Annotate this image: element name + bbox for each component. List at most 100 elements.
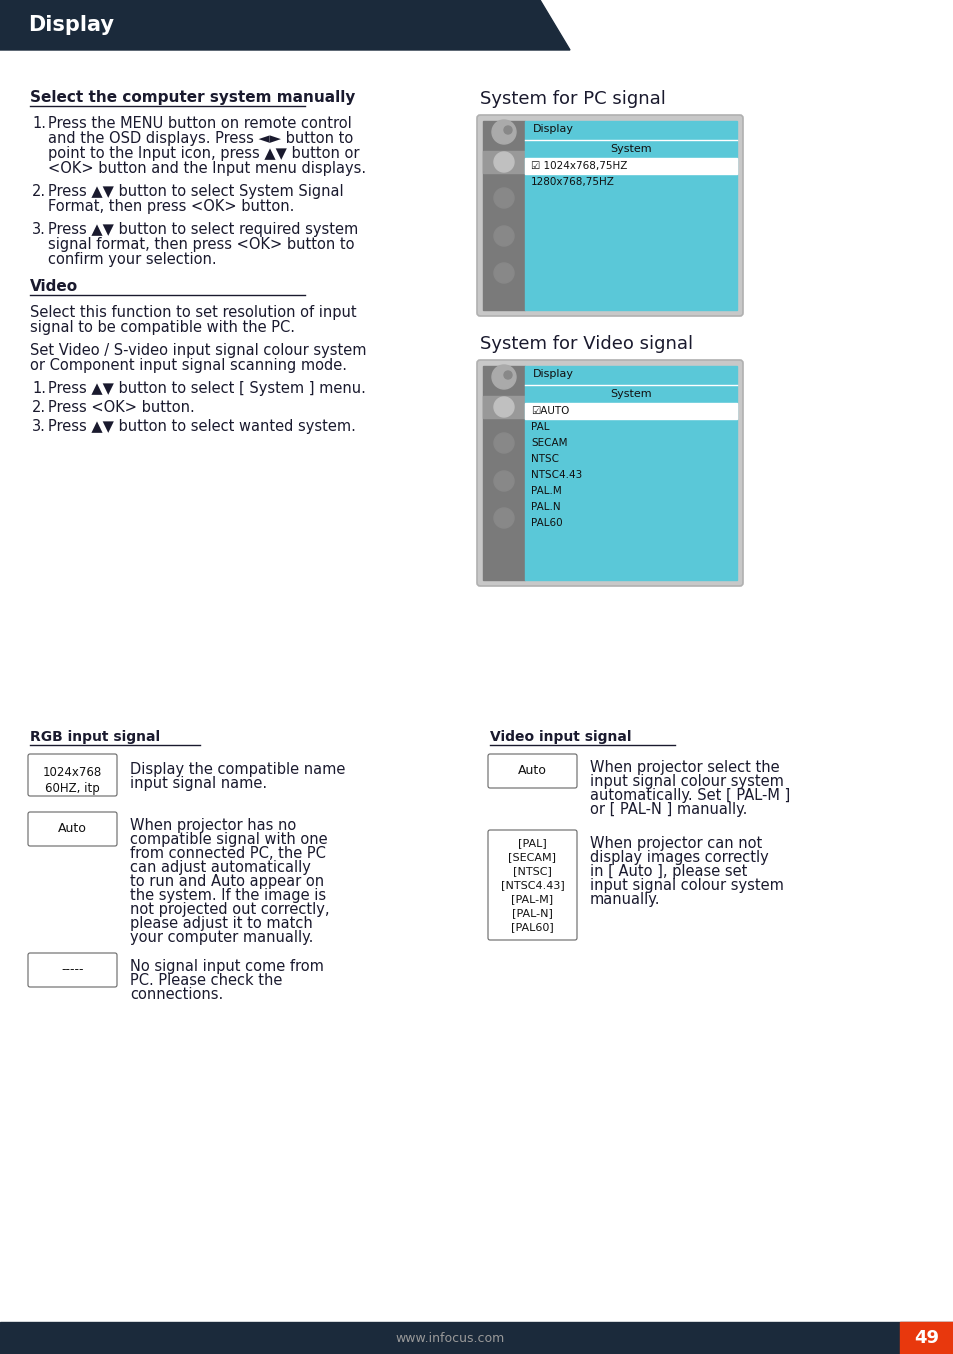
Text: 1.: 1. — [32, 380, 46, 395]
Bar — [524, 403, 737, 418]
Text: <OK> button and the Input menu displays.: <OK> button and the Input menu displays. — [48, 161, 366, 176]
Text: from connected PC, the PC: from connected PC, the PC — [130, 846, 326, 861]
Text: 60HZ, itp: 60HZ, itp — [45, 783, 100, 795]
FancyBboxPatch shape — [28, 953, 117, 987]
Text: PAL: PAL — [531, 422, 549, 432]
Bar — [0, 1322, 953, 1354]
Text: automatically. Set [ PAL-M ]: automatically. Set [ PAL-M ] — [589, 788, 789, 803]
Text: PAL60: PAL60 — [531, 519, 562, 528]
Text: PAL.M: PAL.M — [531, 486, 561, 496]
Text: and the OSD displays. Press ◄► button to: and the OSD displays. Press ◄► button to — [48, 131, 353, 146]
Text: 3.: 3. — [32, 418, 46, 435]
Circle shape — [503, 371, 512, 379]
Bar — [482, 152, 524, 173]
Text: 1280x768,75HZ: 1280x768,75HZ — [531, 177, 615, 187]
Text: manually.: manually. — [589, 892, 659, 907]
Text: System for PC signal: System for PC signal — [479, 89, 665, 108]
Text: ☑ 1024x768,75HZ: ☑ 1024x768,75HZ — [531, 161, 627, 171]
Text: Display the compatible name: Display the compatible name — [130, 762, 345, 777]
Text: -----: ----- — [61, 964, 84, 976]
Text: Set Video / S-video input signal colour system: Set Video / S-video input signal colour … — [30, 343, 366, 357]
Text: Press <OK> button.: Press <OK> button. — [48, 399, 194, 414]
Text: Video input signal: Video input signal — [490, 730, 631, 743]
Circle shape — [494, 152, 514, 172]
Text: When projector has no: When projector has no — [130, 818, 296, 833]
FancyBboxPatch shape — [28, 812, 117, 846]
Polygon shape — [0, 0, 569, 50]
Text: Press the MENU button on remote control: Press the MENU button on remote control — [48, 116, 352, 131]
Text: signal format, then press <OK> button to: signal format, then press <OK> button to — [48, 237, 355, 252]
Text: No signal input come from: No signal input come from — [130, 959, 323, 974]
Text: ☑AUTO: ☑AUTO — [531, 406, 569, 416]
Text: 2.: 2. — [32, 184, 46, 199]
Text: Press ▲▼ button to select wanted system.: Press ▲▼ button to select wanted system. — [48, 418, 355, 435]
Text: or [ PAL-N ] manually.: or [ PAL-N ] manually. — [589, 802, 746, 816]
Circle shape — [492, 121, 516, 144]
Text: Video: Video — [30, 279, 78, 294]
Text: Select the computer system manually: Select the computer system manually — [30, 89, 355, 106]
Bar — [524, 366, 737, 580]
Text: input signal colour system: input signal colour system — [589, 774, 783, 789]
Text: 3.: 3. — [32, 222, 46, 237]
Text: display images correctly: display images correctly — [589, 850, 768, 865]
Text: your computer manually.: your computer manually. — [130, 930, 313, 945]
FancyBboxPatch shape — [476, 360, 742, 586]
Text: System: System — [610, 144, 651, 154]
Circle shape — [494, 433, 514, 454]
Text: 1024x768: 1024x768 — [43, 766, 102, 779]
Text: [NTSC]: [NTSC] — [513, 867, 552, 876]
Text: [PAL]: [PAL] — [517, 838, 546, 848]
Text: NTSC: NTSC — [531, 454, 558, 464]
Bar — [482, 395, 524, 418]
Circle shape — [494, 397, 514, 417]
Text: 49: 49 — [914, 1330, 939, 1347]
Circle shape — [494, 226, 514, 246]
Text: input signal name.: input signal name. — [130, 776, 267, 791]
Text: RGB input signal: RGB input signal — [30, 730, 160, 743]
Text: not projected out correctly,: not projected out correctly, — [130, 902, 329, 917]
FancyBboxPatch shape — [488, 830, 577, 940]
Circle shape — [494, 263, 514, 283]
FancyBboxPatch shape — [476, 115, 742, 315]
Text: Display: Display — [28, 15, 113, 35]
Text: Display: Display — [533, 370, 574, 379]
Text: connections.: connections. — [130, 987, 223, 1002]
Text: When projector select the: When projector select the — [589, 760, 779, 774]
FancyBboxPatch shape — [488, 754, 577, 788]
Text: Press ▲▼ button to select required system: Press ▲▼ button to select required syste… — [48, 222, 358, 237]
Circle shape — [503, 126, 512, 134]
Text: SECAM: SECAM — [531, 437, 567, 448]
Text: [PAL-M]: [PAL-M] — [511, 894, 553, 904]
Text: in [ Auto ], please set: in [ Auto ], please set — [589, 864, 746, 879]
FancyBboxPatch shape — [28, 754, 117, 796]
Circle shape — [494, 508, 514, 528]
Bar — [524, 158, 737, 175]
Circle shape — [492, 366, 516, 389]
Text: Display: Display — [533, 125, 574, 134]
Text: can adjust automatically: can adjust automatically — [130, 860, 311, 875]
Text: Auto: Auto — [517, 765, 546, 777]
Text: 2.: 2. — [32, 399, 46, 414]
Text: Format, then press <OK> button.: Format, then press <OK> button. — [48, 199, 294, 214]
Text: to run and Auto appear on: to run and Auto appear on — [130, 873, 324, 890]
Text: compatible signal with one: compatible signal with one — [130, 831, 327, 848]
Text: Press ▲▼ button to select System Signal: Press ▲▼ button to select System Signal — [48, 184, 343, 199]
Text: Select this function to set resolution of input: Select this function to set resolution o… — [30, 305, 356, 320]
Text: System: System — [610, 389, 651, 399]
Text: Auto: Auto — [58, 822, 87, 835]
Text: [PAL60]: [PAL60] — [511, 922, 554, 932]
Circle shape — [494, 188, 514, 209]
Text: [NTSC4.43]: [NTSC4.43] — [500, 880, 564, 890]
Text: input signal colour system: input signal colour system — [589, 877, 783, 894]
Text: PAL.N: PAL.N — [531, 502, 560, 512]
Text: Press ▲▼ button to select [ System ] menu.: Press ▲▼ button to select [ System ] men… — [48, 380, 366, 395]
Text: point to the Input icon, press ▲▼ button or: point to the Input icon, press ▲▼ button… — [48, 146, 359, 161]
Circle shape — [494, 471, 514, 492]
Text: When projector can not: When projector can not — [589, 835, 761, 852]
Text: the system. If the image is: the system. If the image is — [130, 888, 326, 903]
Text: System for Video signal: System for Video signal — [479, 334, 693, 353]
Text: please adjust it to match: please adjust it to match — [130, 917, 313, 932]
Bar — [482, 121, 524, 310]
Text: [SECAM]: [SECAM] — [508, 852, 556, 862]
Bar — [482, 366, 524, 580]
